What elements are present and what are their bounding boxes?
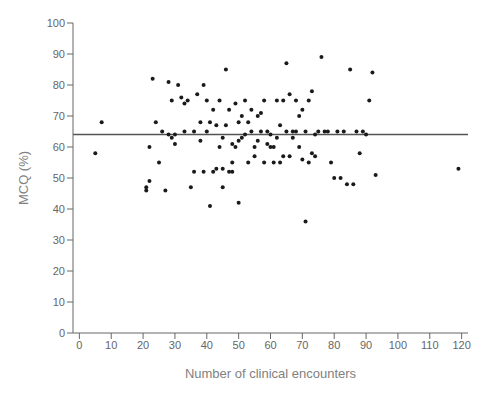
svg-text:30: 30 (53, 234, 65, 246)
svg-text:70: 70 (53, 110, 65, 122)
svg-text:0: 0 (59, 327, 65, 339)
svg-text:80: 80 (53, 79, 65, 91)
svg-text:90: 90 (53, 48, 65, 60)
svg-text:20: 20 (137, 339, 149, 351)
svg-text:60: 60 (53, 141, 65, 153)
svg-text:90: 90 (360, 339, 372, 351)
svg-text:40: 40 (201, 339, 213, 351)
svg-text:100: 100 (47, 17, 65, 29)
svg-text:MCQ (%): MCQ (%) (16, 151, 31, 205)
svg-text:120: 120 (452, 339, 470, 351)
svg-text:50: 50 (53, 172, 65, 184)
svg-text:10: 10 (105, 339, 117, 351)
svg-text:50: 50 (233, 339, 245, 351)
svg-text:0: 0 (76, 339, 82, 351)
svg-text:60: 60 (264, 339, 276, 351)
svg-text:Number of clinical encounters: Number of clinical encounters (185, 366, 357, 381)
svg-text:110: 110 (421, 339, 439, 351)
svg-text:10: 10 (53, 296, 65, 308)
svg-text:20: 20 (53, 265, 65, 277)
svg-text:80: 80 (328, 339, 340, 351)
svg-text:100: 100 (389, 339, 407, 351)
svg-text:30: 30 (169, 339, 181, 351)
svg-text:70: 70 (296, 339, 308, 351)
svg-text:40: 40 (53, 203, 65, 215)
